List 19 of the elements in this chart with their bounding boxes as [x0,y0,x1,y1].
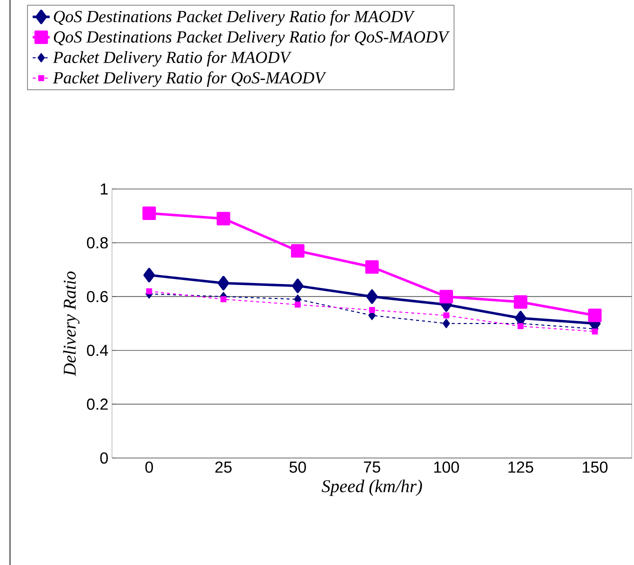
y-tick-label: 0.2 [86,398,108,410]
legend-label: QoS Destinations Packet Delivery Ratio for MAODV [54,10,415,26]
y-tick-label: 0.4 [86,344,108,356]
x-tick-label: 150 [582,462,608,473]
y-tick-label: 0.8 [86,237,108,248]
legend-label: Packet Delivery Ratio for MAODV [52,50,292,67]
x-tick-label: 75 [364,462,380,473]
x-tick-label: 125 [508,462,534,473]
y-axis-title: Delivery Ratio [63,271,80,376]
y-tick-label: 0.6 [86,290,108,302]
x-tick-label: 50 [289,462,306,473]
legend-label: Packet Delivery Ratio for QoS-MAODV [52,71,326,87]
y-tick-label: 0 [100,452,108,464]
x-tick-label: 25 [215,462,232,473]
x-tick-label: 0 [145,462,153,473]
y-tick-label: 1 [100,184,108,194]
x-tick-label: 100 [434,462,459,473]
x-axis-title: Speed (km/hr) [322,480,422,496]
legend-label: QoS Destinations Packet Delivery Ratio for QoS-MAODV [54,30,450,46]
